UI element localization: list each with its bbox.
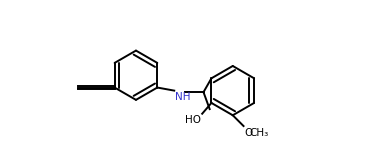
Text: NH: NH <box>175 92 190 102</box>
Text: HO: HO <box>185 115 201 125</box>
Text: CH₃: CH₃ <box>250 128 269 138</box>
Text: O: O <box>244 128 253 138</box>
